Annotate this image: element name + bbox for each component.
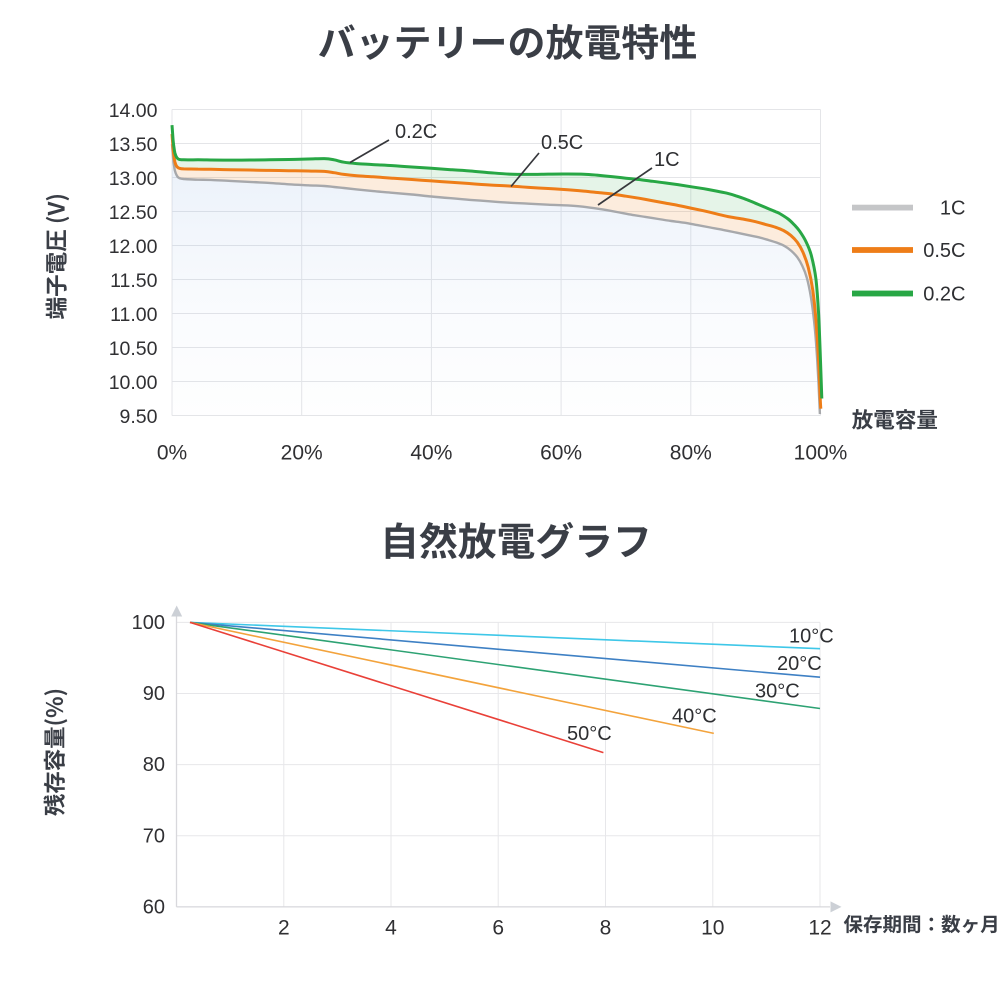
svg-text:12.00: 12.00 bbox=[109, 236, 158, 258]
svg-text:13.00: 13.00 bbox=[109, 168, 158, 190]
svg-text:11.00: 11.00 bbox=[110, 304, 158, 326]
svg-text:90: 90 bbox=[143, 683, 165, 705]
svg-text:20°C: 20°C bbox=[777, 653, 822, 675]
svg-text:60: 60 bbox=[143, 896, 165, 918]
svg-text:50°C: 50°C bbox=[567, 723, 612, 745]
svg-text:1C: 1C bbox=[654, 149, 680, 171]
svg-text:70: 70 bbox=[143, 825, 165, 847]
svg-text:8: 8 bbox=[600, 917, 612, 940]
svg-text:11.50: 11.50 bbox=[110, 270, 158, 292]
svg-text:100: 100 bbox=[132, 612, 165, 634]
svg-text:14.00: 14.00 bbox=[109, 100, 158, 122]
svg-text:60%: 60% bbox=[540, 442, 582, 465]
svg-text:40°C: 40°C bbox=[672, 706, 717, 728]
svg-text:10.00: 10.00 bbox=[109, 372, 158, 394]
svg-text:10.50: 10.50 bbox=[109, 338, 158, 360]
svg-text:0%: 0% bbox=[157, 442, 187, 465]
svg-text:10: 10 bbox=[701, 917, 724, 940]
svg-text:10°C: 10°C bbox=[789, 626, 834, 648]
svg-text:40%: 40% bbox=[410, 442, 452, 465]
svg-text:0.2C: 0.2C bbox=[395, 121, 437, 143]
svg-text:13.50: 13.50 bbox=[109, 134, 158, 156]
svg-text:9.50: 9.50 bbox=[120, 406, 158, 428]
svg-text:12.50: 12.50 bbox=[109, 202, 158, 224]
svg-text:100%: 100% bbox=[794, 442, 848, 465]
svg-text:4: 4 bbox=[385, 917, 397, 940]
svg-text:80%: 80% bbox=[670, 442, 712, 465]
svg-text:12: 12 bbox=[808, 917, 831, 940]
svg-text:1C: 1C bbox=[940, 198, 966, 220]
svg-text:0.5C: 0.5C bbox=[541, 132, 583, 154]
svg-text:2: 2 bbox=[278, 917, 290, 940]
svg-text:0.2C: 0.2C bbox=[923, 284, 965, 306]
svg-text:20%: 20% bbox=[281, 442, 323, 465]
svg-text:6: 6 bbox=[492, 917, 504, 940]
svg-text:0.5C: 0.5C bbox=[923, 240, 965, 262]
svg-text:80: 80 bbox=[143, 754, 165, 776]
svg-text:30°C: 30°C bbox=[755, 681, 800, 703]
